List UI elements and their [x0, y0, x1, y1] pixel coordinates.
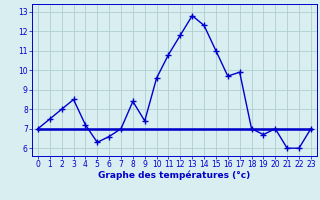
X-axis label: Graphe des températures (°c): Graphe des températures (°c) — [98, 171, 251, 180]
